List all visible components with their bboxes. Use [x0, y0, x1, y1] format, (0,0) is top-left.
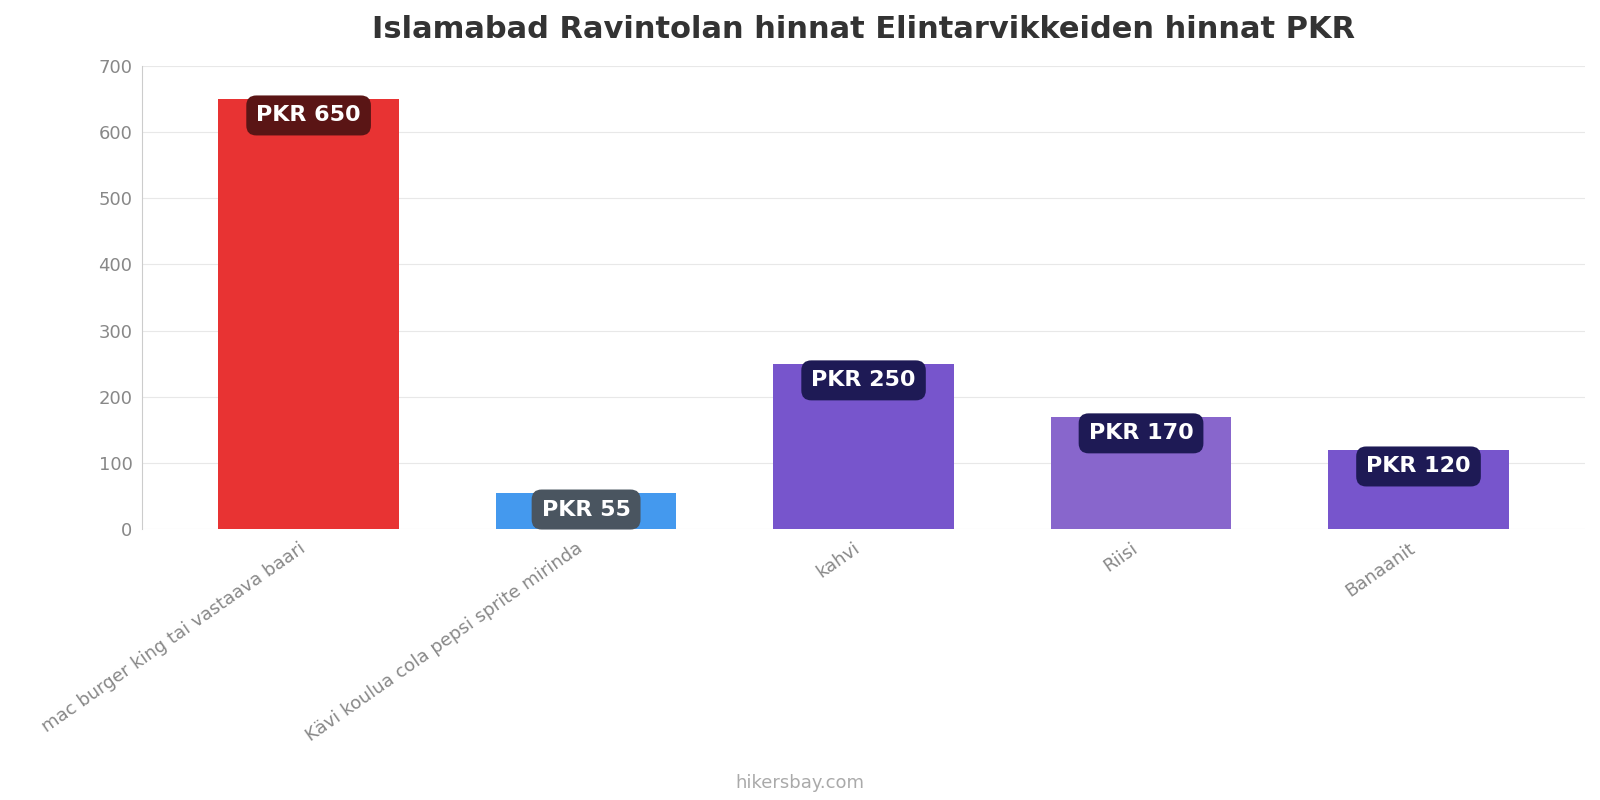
Text: PKR 120: PKR 120: [1366, 457, 1470, 477]
Bar: [1051, 417, 1232, 530]
Text: PKR 170: PKR 170: [1088, 423, 1194, 443]
Title: Islamabad Ravintolan hinnat Elintarvikkeiden hinnat PKR: Islamabad Ravintolan hinnat Elintarvikke…: [371, 15, 1355, 44]
Text: hikersbay.com: hikersbay.com: [736, 774, 864, 792]
Text: PKR 250: PKR 250: [811, 370, 915, 390]
Text: PKR 650: PKR 650: [256, 106, 362, 126]
Bar: [496, 493, 677, 530]
Text: PKR 55: PKR 55: [542, 499, 630, 519]
Bar: [773, 364, 954, 530]
Bar: [219, 99, 398, 530]
Bar: [1328, 450, 1509, 530]
